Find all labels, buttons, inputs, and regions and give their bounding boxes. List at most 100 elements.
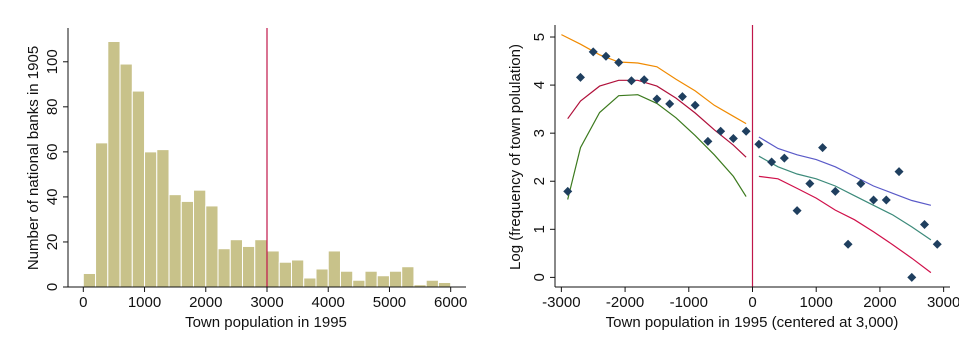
histogram-bar: [144, 151, 158, 288]
x-tick-label: -3000: [542, 294, 580, 311]
scatter-point: [703, 136, 713, 146]
y-tick-label: 0: [44, 283, 61, 291]
scatter-point: [626, 76, 636, 86]
histogram-bar: [352, 279, 366, 288]
scatter-point: [907, 272, 917, 282]
y-tick-label: 3: [531, 129, 548, 137]
right-fit-lower-line: [758, 175, 932, 274]
x-tick-label: 4000: [312, 294, 345, 311]
x-axis-label: Town population in 1995: [185, 314, 347, 331]
scatter-point: [741, 126, 751, 136]
scatter-point: [843, 239, 853, 249]
histogram-bar: [425, 279, 439, 288]
left-fit-lower-line: [567, 94, 747, 200]
scatter-panel: -3000 -2000 -1000 0 1000 2000 3000 0 1 2 3 4 5 Town…: [507, 25, 959, 331]
scatter-point: [563, 186, 573, 196]
y-tick-label: 20: [44, 234, 61, 251]
y-tick-label: 1: [531, 225, 548, 233]
scatter-point: [575, 72, 585, 82]
y-tick-labels: 0 20 40 60 80 100: [44, 49, 68, 291]
histogram-bar: [266, 250, 280, 288]
histogram-bar: [205, 205, 219, 288]
y-tick-label: 40: [44, 189, 61, 206]
histogram-bar: [327, 250, 341, 288]
x-tick-label: 6000: [434, 294, 467, 311]
histogram-bar: [303, 277, 317, 288]
x-tick-label: 0: [79, 294, 87, 311]
right-fit-upper-line: [758, 136, 932, 206]
y-tick-label: 60: [44, 144, 61, 161]
x-tick-label: 1000: [128, 294, 161, 311]
scatter-point: [728, 133, 738, 143]
y-tick-labels: 0 1 2 3 4 5: [531, 33, 555, 282]
x-tick-label: 3000: [250, 294, 283, 311]
scatter-point: [601, 51, 611, 61]
histogram-bar: [119, 63, 133, 288]
histogram-bar: [278, 261, 292, 288]
scatter-points: [563, 47, 942, 282]
scatter-point: [881, 195, 891, 205]
right-fit-mid-line: [758, 155, 932, 241]
y-tick-label: 0: [531, 273, 548, 281]
x-tick-label: 0: [748, 294, 756, 311]
scatter-point: [818, 143, 828, 153]
histogram-bar: [193, 189, 207, 288]
histogram-bar: [217, 248, 231, 288]
histogram-bar: [401, 266, 415, 288]
scatter-point: [716, 126, 726, 136]
histogram-bar: [180, 200, 195, 288]
histogram-bar: [168, 194, 182, 288]
scatter-point: [639, 75, 649, 85]
y-tick-label: 80: [44, 98, 61, 115]
histogram-bar: [364, 270, 378, 288]
x-tick-label: 1000: [800, 294, 833, 311]
left-fit-upper-line: [561, 34, 747, 125]
histogram-bar: [437, 281, 452, 288]
scatter-point: [652, 94, 662, 104]
scatter-point: [665, 99, 675, 109]
histogram-bar: [131, 90, 146, 288]
scatter-point: [932, 239, 942, 249]
histogram-panel: 0 1000 2000 3000 4000 5000 6000 0 20 40 60 80 100 T…: [25, 28, 467, 331]
histogram-bar: [95, 142, 109, 288]
fit-lines: [561, 34, 932, 274]
scatter-point: [588, 47, 598, 57]
x-tick-labels: 0 1000 2000 3000 4000 5000 6000: [79, 287, 467, 311]
histogram-bar: [376, 275, 390, 288]
y-tick-label: 2: [531, 177, 548, 185]
scatter-point: [792, 206, 802, 216]
histogram-bar: [242, 245, 256, 288]
histogram-bar: [107, 41, 121, 288]
y-axis-label: Log (frequency of town polulation): [507, 44, 524, 270]
y-tick-label: 5: [531, 33, 548, 41]
scatter-point: [894, 167, 904, 177]
scatter-point: [767, 157, 777, 167]
histogram-bar: [315, 268, 329, 288]
x-tick-labels: -3000 -2000 -1000 0 1000 2000 3000: [542, 287, 959, 311]
scatter-point: [614, 57, 624, 67]
scatter-point: [869, 195, 879, 205]
histogram-bars: [82, 41, 452, 288]
y-tick-label: 100: [44, 49, 61, 74]
y-tick-label: 4: [531, 81, 548, 89]
x-axis-label: Town population in 1995 (centered at 3,0…: [606, 314, 899, 331]
scatter-point: [805, 179, 815, 189]
scatter-point: [856, 179, 866, 189]
x-tick-label: 2000: [863, 294, 896, 311]
scatter-point: [779, 153, 789, 163]
scatter-point: [754, 139, 764, 149]
x-tick-label: -2000: [606, 294, 644, 311]
histogram-bar: [82, 272, 97, 288]
histogram-bar: [388, 270, 403, 288]
histogram-bar: [339, 270, 354, 288]
x-tick-label: 2000: [189, 294, 222, 311]
x-tick-label: -1000: [670, 294, 708, 311]
scatter-point: [830, 186, 840, 196]
x-tick-label: 5000: [373, 294, 406, 311]
histogram-bar: [290, 259, 305, 288]
x-tick-label: 3000: [927, 294, 959, 311]
scatter-point: [677, 92, 687, 102]
histogram-bar: [229, 239, 244, 288]
left-fit-mid-line: [567, 79, 747, 158]
